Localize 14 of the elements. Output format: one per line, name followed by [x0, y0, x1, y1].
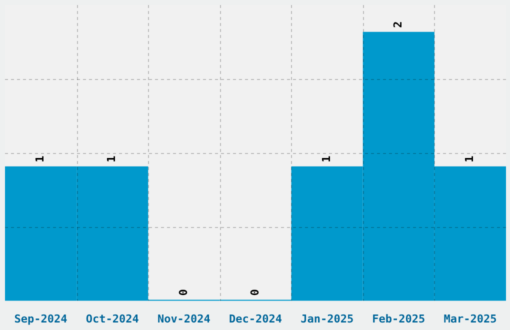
x-tick-label: Mar-2025 [444, 312, 497, 326]
x-tick-label: Jan-2025 [300, 312, 354, 326]
data-label: 1 [320, 155, 333, 162]
x-tick-label: Oct-2024 [86, 312, 140, 326]
data-label: 2 [392, 21, 404, 28]
x-tick-label: Nov-2024 [157, 312, 211, 326]
x-tick-label: Dec-2024 [229, 312, 282, 326]
data-label: 1 [105, 155, 118, 162]
data-label: 0 [248, 289, 262, 296]
x-tick-label: Sep-2024 [14, 312, 68, 326]
x-tick-label: Feb-2025 [372, 312, 426, 326]
data-label: 0 [176, 289, 190, 296]
data-label: 1 [463, 155, 476, 162]
data-label: 1 [34, 155, 47, 162]
